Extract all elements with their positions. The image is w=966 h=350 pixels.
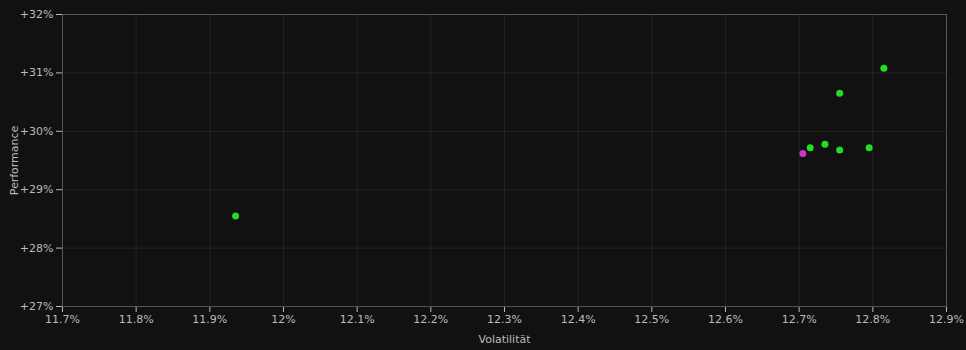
svg-text:+27%: +27% [20, 300, 54, 313]
svg-text:11.8%: 11.8% [119, 313, 154, 326]
svg-text:Volatilität: Volatilität [478, 333, 531, 346]
svg-text:12.7%: 12.7% [782, 313, 817, 326]
svg-text:12.5%: 12.5% [634, 313, 669, 326]
svg-text:+30%: +30% [20, 125, 54, 138]
svg-text:11.7%: 11.7% [45, 313, 80, 326]
svg-text:12.6%: 12.6% [708, 313, 743, 326]
svg-text:Performance: Performance [8, 125, 21, 195]
svg-text:12.2%: 12.2% [413, 313, 448, 326]
svg-text:12%: 12% [271, 313, 295, 326]
svg-text:+31%: +31% [20, 66, 54, 79]
svg-text:+28%: +28% [20, 242, 54, 255]
svg-text:+32%: +32% [20, 8, 54, 21]
svg-text:12.8%: 12.8% [855, 313, 890, 326]
svg-text:+29%: +29% [20, 183, 54, 196]
svg-text:12.4%: 12.4% [561, 313, 596, 326]
svg-text:11.9%: 11.9% [192, 313, 227, 326]
svg-text:12.3%: 12.3% [487, 313, 522, 326]
svg-text:12.1%: 12.1% [340, 313, 375, 326]
svg-text:12.9%: 12.9% [929, 313, 964, 326]
